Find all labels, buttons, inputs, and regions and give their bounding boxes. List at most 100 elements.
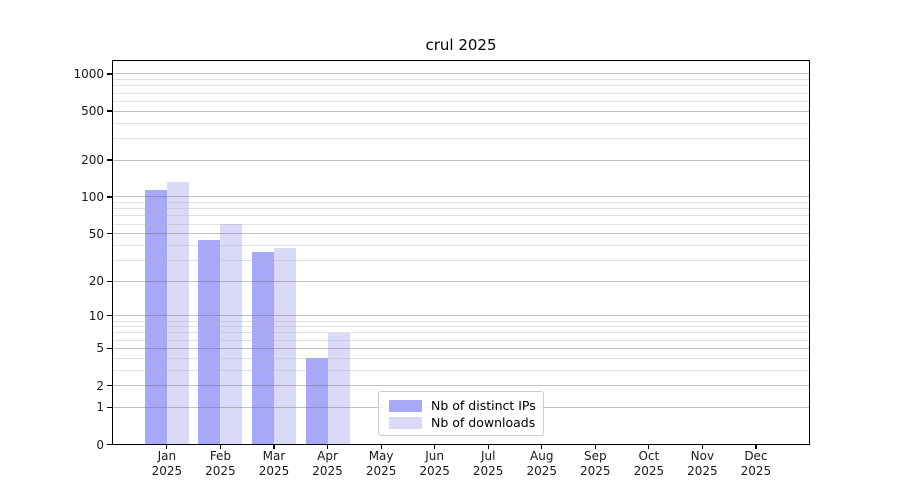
x-tick-month: Dec xyxy=(744,448,768,463)
gridline-major-20 xyxy=(112,280,810,282)
bar-mar-downloads xyxy=(274,248,296,445)
gridline-major-500 xyxy=(112,110,810,112)
x-tick-mark-mar xyxy=(273,444,275,449)
x-tick-label-aug: Aug 2025 xyxy=(510,449,574,480)
x-tick-month: May xyxy=(368,448,394,463)
gridline-major-50 xyxy=(112,233,810,235)
x-tick-mark-jul xyxy=(487,444,489,449)
x-tick-label-apr: Apr 2025 xyxy=(296,449,360,480)
gridline-major-5 xyxy=(112,347,810,349)
x-tick-mark-feb xyxy=(219,444,222,449)
gridline-major-1000 xyxy=(112,73,810,75)
x-tick-mark-jan xyxy=(166,444,168,449)
x-tick-month: Sep xyxy=(583,448,607,463)
legend-label-downloads: Nb of downloads xyxy=(431,415,536,430)
x-tick-mark-oct xyxy=(648,444,650,449)
x-tick-mark-dec xyxy=(755,444,757,449)
x-tick-mark-sep xyxy=(594,444,596,449)
gridline-minor-60 xyxy=(112,223,810,225)
x-tick-mark-jun xyxy=(434,444,436,449)
x-tick-label-oct: Oct 2025 xyxy=(617,449,681,480)
x-tick-year: 2025 xyxy=(580,464,611,478)
legend-item-distinct-ips: Nb of distinct IPs xyxy=(389,397,543,414)
gridline-minor-600 xyxy=(112,100,810,102)
y-tick-mark-2 xyxy=(107,384,112,387)
y-tick-label-0: 0 xyxy=(96,437,104,452)
gridline-minor-4 xyxy=(112,357,810,359)
bar-jan-downloads xyxy=(166,181,189,445)
x-tick-year: 2025 xyxy=(633,464,665,478)
gridline-major-2 xyxy=(112,385,810,387)
x-tick-year: 2025 xyxy=(526,464,558,478)
y-tick-mark-100 xyxy=(107,196,112,198)
x-tick-month: Jan xyxy=(157,448,177,463)
x-tick-mark-apr xyxy=(326,444,329,449)
bar-apr-distinct-ips xyxy=(305,358,328,445)
gridline-minor-900 xyxy=(112,79,810,81)
y-tick-mark-20 xyxy=(107,280,112,282)
gridline-minor-700 xyxy=(112,92,810,94)
x-tick-label-nov: Nov 2025 xyxy=(670,449,734,480)
x-tick-year: 2025 xyxy=(151,464,183,478)
y-tick-label-5: 5 xyxy=(96,341,104,356)
x-tick-mark-may xyxy=(380,444,382,449)
gridline-minor-800 xyxy=(112,85,810,87)
gridline-minor-6 xyxy=(112,339,810,341)
x-tick-month: Apr xyxy=(317,448,338,463)
x-tick-year: 2025 xyxy=(472,464,504,478)
gridline-minor-7 xyxy=(112,332,810,334)
x-tick-label-mar: Mar 2025 xyxy=(242,449,306,480)
y-tick-label-1: 1 xyxy=(96,400,104,415)
y-tick-label-100: 100 xyxy=(81,189,104,204)
bar-jan-distinct-ips xyxy=(144,189,167,445)
gridline-major-10 xyxy=(112,315,810,317)
x-tick-mark-aug xyxy=(541,444,543,449)
y-tick-mark-200 xyxy=(107,159,112,161)
bar-mar-distinct-ips xyxy=(252,252,274,445)
x-tick-year: 2025 xyxy=(419,464,450,478)
x-tick-label-feb: Feb 2025 xyxy=(188,449,252,480)
x-tick-label-jan: Jan 2025 xyxy=(135,449,199,480)
gridline-minor-90 xyxy=(112,202,810,204)
x-tick-month: Jun xyxy=(425,448,445,463)
gridline-minor-400 xyxy=(112,122,810,124)
legend-label-distinct-ips: Nb of distinct IPs xyxy=(431,398,536,413)
bar-feb-distinct-ips xyxy=(198,240,221,445)
gridline-minor-40 xyxy=(112,244,810,246)
gridline-minor-300 xyxy=(112,137,810,139)
legend-swatch-distinct-ips xyxy=(389,399,422,412)
x-tick-label-jul: Jul 2025 xyxy=(456,449,520,480)
bar-feb-downloads xyxy=(220,224,243,445)
bar-apr-downloads xyxy=(327,332,350,445)
y-tick-mark-5 xyxy=(107,347,112,349)
y-tick-mark-1 xyxy=(107,406,112,408)
legend-swatch-downloads xyxy=(389,416,422,429)
gridline-minor-9 xyxy=(112,320,810,322)
gridline-major-200 xyxy=(112,159,810,161)
x-tick-label-may: May 2025 xyxy=(349,449,413,480)
x-tick-label-dec: Dec 2025 xyxy=(724,449,788,480)
x-tick-year: 2025 xyxy=(687,464,718,478)
legend: Nb of distinct IPs Nb of downloads xyxy=(378,391,544,436)
y-tick-label-20: 20 xyxy=(88,274,104,289)
legend-item-downloads: Nb of downloads xyxy=(389,414,543,431)
y-tick-mark-10 xyxy=(107,315,112,317)
gridline-minor-80 xyxy=(112,208,810,210)
y-tick-label-50: 50 xyxy=(88,226,104,241)
gridline-minor-8 xyxy=(112,326,810,328)
x-tick-month: Nov xyxy=(690,448,715,463)
x-tick-year: 2025 xyxy=(205,464,236,478)
x-tick-label-sep: Sep 2025 xyxy=(563,449,627,480)
gridline-minor-3 xyxy=(112,369,810,371)
x-tick-year: 2025 xyxy=(312,464,343,478)
x-tick-month: Aug xyxy=(530,448,554,463)
x-tick-month: Jul xyxy=(480,448,496,463)
x-tick-month: Feb xyxy=(209,448,232,463)
y-tick-mark-0 xyxy=(107,443,112,446)
plot-border xyxy=(112,60,810,445)
